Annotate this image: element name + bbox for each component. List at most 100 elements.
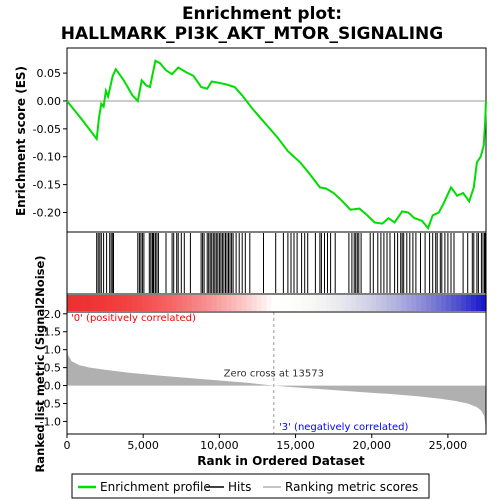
band-segment <box>286 295 293 311</box>
legend-box <box>71 473 430 499</box>
band-segment <box>111 295 118 311</box>
band-segment <box>416 295 422 311</box>
x-tick-label: 20,000 <box>352 439 391 452</box>
band-segment <box>321 295 327 311</box>
band-segment <box>356 295 362 311</box>
es-panel-frame <box>66 47 487 233</box>
x-axis: 0 5,000 10,000 15,000 20,000 25,000 <box>64 434 468 452</box>
band-segment <box>476 295 482 311</box>
metric-y-tick-label: 0.0 <box>44 380 62 393</box>
band-segment <box>376 295 382 311</box>
band-segment <box>386 295 392 311</box>
band-segment <box>331 295 337 311</box>
band-segment <box>266 295 273 311</box>
es-y-tick-label: -0.15 <box>33 179 61 192</box>
metric-y-tick-label: -0.5 <box>40 398 61 411</box>
band-segment <box>186 295 193 311</box>
plot-title-line2: HALLMARK_PI3K_AKT_MTOR_SIGNALING <box>61 24 443 44</box>
band-segment <box>67 295 73 311</box>
hit-markers <box>96 233 486 293</box>
band-segment <box>221 295 228 311</box>
band-segment <box>231 295 238 311</box>
band-segment <box>86 295 93 311</box>
es-y-tick-label: -0.10 <box>33 151 61 164</box>
band-segment <box>276 295 283 311</box>
band-segment <box>441 295 447 311</box>
band-segment <box>191 295 198 311</box>
plot-title-line1: Enrichment plot: <box>182 4 342 24</box>
zero-cross-label: Zero cross at 13573 <box>224 369 324 380</box>
band-segment <box>361 295 367 311</box>
band-segment <box>371 295 377 311</box>
band-segment <box>141 295 148 311</box>
es-y-tick-label: 0.05 <box>37 67 62 80</box>
band-segment <box>326 295 332 311</box>
x-tick-label: 25,000 <box>429 439 468 452</box>
es-y-tick-label: -0.20 <box>33 206 61 219</box>
band-segment <box>76 295 83 311</box>
metric-y-tick-label: -1.0 <box>40 415 61 428</box>
band-segment <box>306 295 313 311</box>
band-segment <box>336 295 342 311</box>
band-segment <box>281 295 288 311</box>
band-segment <box>316 295 322 311</box>
legend-metric-label: Ranking metric scores <box>285 480 418 494</box>
band-segment <box>151 295 158 311</box>
band-segment <box>436 295 442 311</box>
band-segment <box>296 295 303 311</box>
band-segment <box>301 295 308 311</box>
es-y-axis: 0.05 0.00 -0.05 -0.10 -0.15 -0.20 <box>33 67 67 219</box>
band-segment <box>411 295 417 311</box>
band-segment <box>146 295 153 311</box>
band-segment <box>426 295 432 311</box>
band-segment <box>461 295 467 311</box>
ranking-metric-area <box>67 346 486 433</box>
band-segment <box>481 295 487 311</box>
band-segment <box>91 295 98 311</box>
x-tick-label: 5,000 <box>127 439 159 452</box>
band-segment <box>81 295 88 311</box>
band-segment <box>156 295 163 311</box>
es-y-axis-label: Enrichment score (ES) <box>14 66 28 216</box>
band-segment <box>431 295 437 311</box>
metric-y-tick-label: 1.0 <box>44 344 62 357</box>
band-segment <box>101 295 108 311</box>
ranking-color-band <box>67 295 487 311</box>
band-segment <box>391 295 397 311</box>
negative-correlation-label: '3' (negatively correlated) <box>279 422 408 433</box>
band-segment <box>471 295 477 311</box>
metric-y-axis: 2.0 1.5 1.0 0.5 0.0 -0.5 -1.0 <box>40 308 67 428</box>
es-y-tick-label: 0.00 <box>37 95 62 108</box>
band-segment <box>341 295 347 311</box>
x-tick-label: 10,000 <box>200 439 239 452</box>
band-segment <box>396 295 402 311</box>
band-segment <box>126 295 133 311</box>
band-segment <box>236 295 243 311</box>
band-segment <box>161 295 168 311</box>
band-segment <box>401 295 407 311</box>
band-segment <box>166 295 173 311</box>
band-segment <box>366 295 372 311</box>
metric-panel-frame <box>66 311 487 435</box>
band-segment <box>206 295 213 311</box>
band-segment <box>466 295 472 311</box>
band-segment <box>251 295 258 311</box>
legend-hits-label: Hits <box>228 480 251 494</box>
band-segment <box>71 295 78 311</box>
band-segment <box>196 295 203 311</box>
band-segment <box>381 295 387 311</box>
band-segment <box>256 295 263 311</box>
band-segment <box>406 295 412 311</box>
band-segment <box>116 295 123 311</box>
band-segment <box>446 295 452 311</box>
band-segment <box>291 295 298 311</box>
band-segment <box>241 295 248 311</box>
metric-y-tick-label: 1.5 <box>44 326 62 339</box>
es-y-tick-label: -0.05 <box>33 123 61 136</box>
legend-profile-label: Enrichment profile <box>100 480 211 494</box>
band-segment <box>121 295 128 311</box>
band-segment <box>311 295 318 311</box>
band-segment <box>201 295 208 311</box>
band-segment <box>96 295 103 311</box>
